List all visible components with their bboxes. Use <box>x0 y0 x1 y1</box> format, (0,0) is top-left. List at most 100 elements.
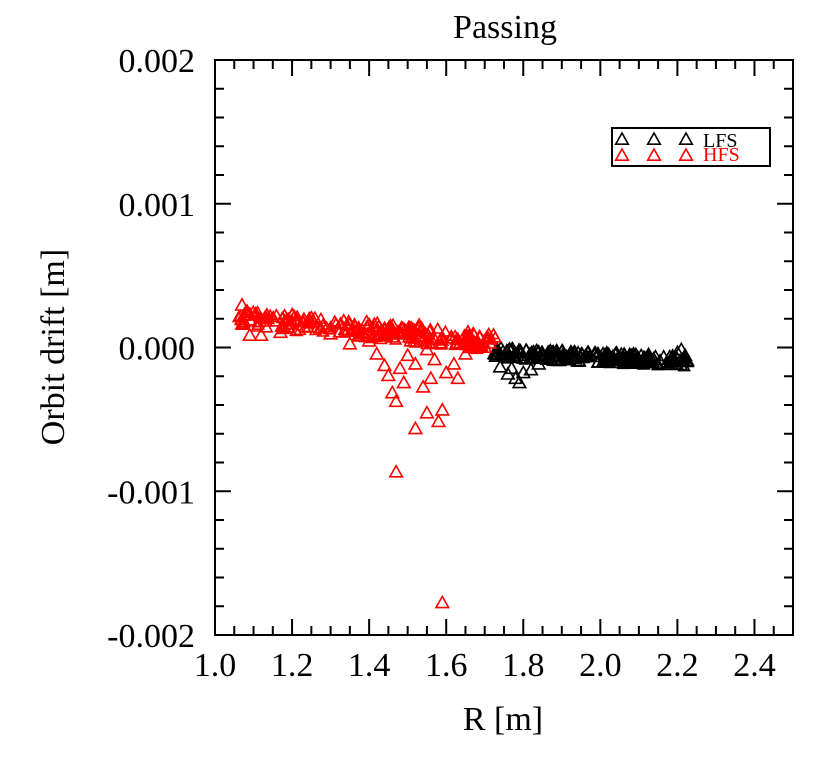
data-point <box>573 350 588 363</box>
tick-labels: 1.0 1.2 1.4 1.6 1.8 2.0 2.2 2.4 -0.002 -0.001 0.00… <box>107 43 776 684</box>
data-point <box>411 317 427 331</box>
data-point <box>403 331 418 344</box>
x-tick-label: 1.2 <box>271 647 314 684</box>
data-point <box>272 324 289 339</box>
data-point <box>415 379 431 393</box>
x-tick-label: 1.4 <box>348 647 391 684</box>
data-point <box>369 346 385 360</box>
y-tick-label: 0.001 <box>119 187 196 224</box>
data-point <box>336 313 351 326</box>
data-point <box>419 341 435 356</box>
x-tick-label: 2.2 <box>656 647 699 684</box>
data-point <box>413 329 428 342</box>
y-tick-label: 0.002 <box>119 43 196 80</box>
data-point <box>323 320 338 333</box>
data-point <box>348 319 363 332</box>
data-point <box>380 367 397 382</box>
y-axis-label: Orbit drift [m] <box>35 249 72 445</box>
data-point <box>450 370 466 385</box>
data-point <box>365 324 380 337</box>
legend-marker-lfs <box>646 131 662 145</box>
x-tick-label: 1.8 <box>502 647 545 684</box>
legend: LFS HFS <box>611 127 771 167</box>
data-point <box>603 356 617 369</box>
data-point <box>388 393 404 408</box>
data-point <box>337 325 351 338</box>
data-point <box>400 347 416 362</box>
data-point <box>396 374 412 389</box>
data-point <box>642 348 657 361</box>
data-point <box>539 352 554 366</box>
data-point <box>234 297 250 311</box>
data-point <box>242 327 258 342</box>
data-point <box>235 317 249 331</box>
series-lfs <box>486 340 695 389</box>
data-point <box>434 337 448 350</box>
data-point <box>238 304 253 317</box>
data-point <box>383 320 398 333</box>
data-point <box>342 335 358 350</box>
data-point <box>261 311 275 324</box>
data-point <box>598 347 612 360</box>
data-point <box>322 325 339 340</box>
data-point <box>662 348 678 363</box>
data-points <box>231 297 695 609</box>
data-point <box>662 356 676 369</box>
y-tick-label: 0.000 <box>119 331 196 368</box>
data-point <box>426 351 443 366</box>
data-point <box>290 309 304 322</box>
data-point <box>511 374 528 389</box>
data-point <box>277 308 292 321</box>
data-point <box>590 355 605 368</box>
data-point <box>434 331 449 344</box>
data-point <box>504 360 520 375</box>
data-point <box>669 344 686 359</box>
chart-title: Passing <box>453 9 557 46</box>
data-point <box>407 356 424 370</box>
data-point <box>619 352 633 365</box>
data-point <box>531 356 547 370</box>
data-point <box>284 317 298 330</box>
data-point <box>425 332 439 345</box>
data-point <box>378 329 393 342</box>
data-point <box>383 317 398 331</box>
legend-box <box>611 127 771 167</box>
data-point <box>376 357 393 372</box>
data-point <box>600 346 614 359</box>
data-point <box>677 347 693 362</box>
data-point <box>446 356 462 370</box>
data-point <box>558 349 573 362</box>
data-point <box>545 344 560 357</box>
data-point <box>418 325 432 338</box>
x-tick-label: 1.0 <box>194 647 237 684</box>
data-point <box>434 402 450 416</box>
y-tick-label: -0.002 <box>107 618 195 655</box>
data-point <box>457 346 474 360</box>
data-point <box>488 348 503 361</box>
data-point <box>615 356 630 369</box>
data-point <box>250 319 264 332</box>
data-point <box>236 316 251 329</box>
data-point <box>526 348 540 361</box>
data-point <box>388 463 404 478</box>
data-point <box>647 352 661 365</box>
data-point <box>396 320 410 333</box>
data-point <box>556 350 570 363</box>
data-point <box>366 320 381 333</box>
legend-markers <box>614 131 694 161</box>
data-point <box>444 331 458 344</box>
data-point <box>430 321 445 334</box>
legend-marker-hfs <box>678 147 694 161</box>
data-point <box>357 326 372 339</box>
data-point <box>392 360 408 375</box>
data-point <box>260 320 274 333</box>
data-point <box>465 335 481 350</box>
data-point <box>609 345 623 358</box>
x-tick-label: 2.0 <box>579 647 622 684</box>
data-point <box>384 324 398 337</box>
data-point <box>578 347 593 361</box>
x-axis-label: R [m] <box>463 701 543 738</box>
data-point <box>631 350 645 363</box>
data-point <box>500 343 514 356</box>
